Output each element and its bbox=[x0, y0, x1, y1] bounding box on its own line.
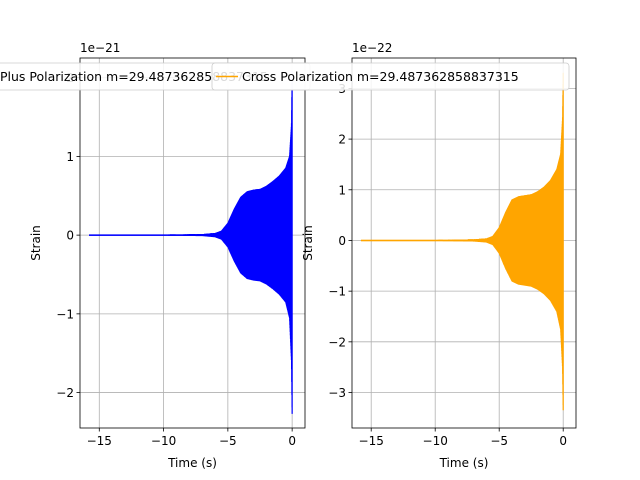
y-axis-label: Strain bbox=[29, 225, 43, 261]
x-axis-label: Time (s) bbox=[167, 456, 217, 470]
cross-polarization-chart: −15−10−50−3−2−10123 1e−22 Time (s) Strai… bbox=[301, 41, 577, 470]
axes-frame bbox=[351, 57, 577, 429]
y-tick-label: −3 bbox=[328, 386, 346, 400]
y-tick-label: 1 bbox=[338, 183, 346, 197]
x-tick-label: −10 bbox=[151, 434, 176, 448]
y-offset-text: 1e−21 bbox=[80, 41, 120, 55]
axes-frame bbox=[79, 57, 306, 429]
x-tick-label: −10 bbox=[423, 434, 448, 448]
x-tick-label: 0 bbox=[559, 434, 567, 448]
legend-entry-plus: Plus Polarization m=29.487362858837315 bbox=[0, 69, 268, 84]
cross-polarization-legend: Cross Polarization m=29.487362858837315 bbox=[211, 62, 570, 91]
y-tick-label: −1 bbox=[56, 307, 74, 321]
y-tick-label: −2 bbox=[328, 335, 346, 349]
y-tick-label: 2 bbox=[338, 133, 346, 147]
y-tick-label: 1 bbox=[66, 150, 74, 164]
cross-polarization-series bbox=[360, 72, 564, 411]
y-tick-label: −1 bbox=[328, 285, 346, 299]
y-tick-label: 0 bbox=[338, 234, 346, 248]
x-tick-label: −5 bbox=[490, 434, 508, 448]
x-tick-label: −15 bbox=[87, 434, 112, 448]
y-offset-text: 1e−22 bbox=[352, 41, 392, 55]
x-tick-label: −15 bbox=[359, 434, 384, 448]
plus-polarization-series bbox=[88, 70, 293, 414]
y-axis-label: Strain bbox=[301, 225, 315, 261]
x-tick-label: −5 bbox=[219, 434, 237, 448]
y-tick-label: −2 bbox=[56, 386, 74, 400]
x-tick-label: 0 bbox=[288, 434, 296, 448]
x-axis-label: Time (s) bbox=[439, 456, 489, 470]
legend-entry-cross: Cross Polarization m=29.487362858837315 bbox=[242, 69, 519, 84]
tick-marks: −15−10−50−3−2−10123 bbox=[328, 82, 567, 448]
legend-box bbox=[211, 62, 570, 91]
y-tick-label: 0 bbox=[66, 229, 74, 243]
